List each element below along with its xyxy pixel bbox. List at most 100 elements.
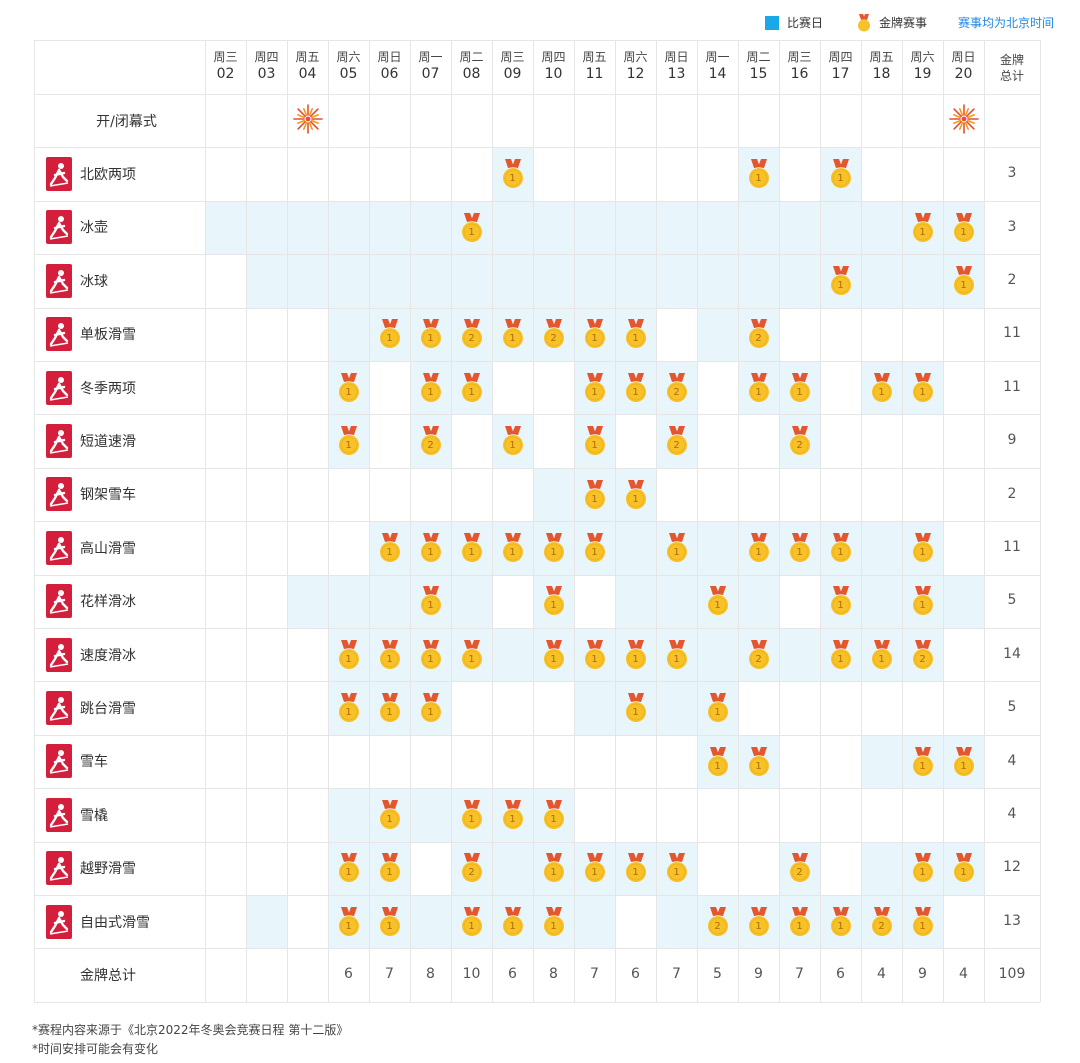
- gold-medal-icon: 1: [828, 532, 854, 563]
- gold-medal-icon: 1: [418, 639, 444, 670]
- competition-day-cell: [656, 895, 697, 949]
- competition-day-cell: [533, 254, 574, 308]
- sport-name: 短道速滑: [80, 434, 136, 451]
- day-weekday: 周四: [254, 50, 279, 64]
- medal-event-count: 1: [673, 867, 680, 879]
- grid-line-horizontal: [34, 307, 1040, 309]
- competition-day-cell: [615, 254, 656, 308]
- medal-event-count: 1: [550, 867, 557, 879]
- day-header: 周日 06: [369, 40, 410, 94]
- gold-medal-icon: 1: [951, 265, 977, 296]
- gold-medal-icon: 1: [664, 639, 690, 670]
- gold-medal-icon: 1: [500, 799, 526, 830]
- sport-medal-total: 11: [1003, 378, 1021, 395]
- medal-event-count: 1: [714, 760, 721, 772]
- gold-medal-icon: 1: [336, 372, 362, 403]
- sport-pictogram-icon: [46, 530, 72, 565]
- competition-day-cell: [246, 200, 287, 255]
- medal-event-count: 1: [550, 653, 557, 665]
- grid-line-horizontal: [34, 200, 1040, 202]
- gold-medal-icon: 1: [828, 586, 854, 616]
- sport-medal-total: 12: [1003, 859, 1021, 876]
- sport-name: 花样滑冰: [80, 594, 136, 611]
- medal-event-count: 1: [345, 386, 352, 398]
- sport-name: 越野滑雪: [80, 861, 136, 878]
- day-header: 周二 15: [738, 40, 779, 94]
- totals-label: 金牌总计: [80, 968, 136, 985]
- footnote-change: *时间安排可能会有变化: [32, 1042, 159, 1056]
- competition-day-cell: [410, 895, 451, 949]
- gold-medal-icon: 1: [623, 639, 649, 670]
- sport-name: 单板滑雪: [80, 327, 136, 344]
- day-header: 周六 19: [902, 40, 943, 94]
- competition-day-cell: [574, 895, 615, 949]
- sport-row-label: 单板滑雪: [34, 308, 205, 361]
- medal-event-count: 1: [632, 707, 639, 719]
- competition-day-cell: [820, 200, 861, 255]
- ceremony-row-label: 开/闭幕式: [34, 94, 205, 147]
- medal-event-count: 1: [960, 226, 967, 238]
- day-date: 19: [913, 66, 932, 82]
- gold-medal-icon: 1: [541, 586, 567, 616]
- day-weekday: 周四: [828, 50, 853, 64]
- ceremony-name: 开/闭幕式: [96, 113, 157, 130]
- grid-line-vertical: [779, 40, 780, 1002]
- medal-event-count: 2: [796, 440, 803, 452]
- grid-line-vertical: [697, 40, 698, 1002]
- totals-row-label: 金牌总计: [34, 948, 205, 1001]
- competition-day-cell: [369, 200, 410, 255]
- gold-medal-icon: 2: [869, 906, 895, 937]
- medal-event-count: 1: [509, 546, 516, 558]
- day-header: 周三 02: [205, 40, 246, 94]
- daily-medal-total: 8: [549, 966, 558, 983]
- gold-medal-icon: 1: [828, 639, 854, 670]
- competition-day-cell: [615, 574, 656, 628]
- gold-medal-icon: 1: [623, 319, 649, 349]
- medal-event-count: 2: [755, 653, 762, 665]
- grid-line-horizontal: [34, 361, 1040, 362]
- day-header: 周四 17: [820, 40, 861, 94]
- medal-event-count: 1: [591, 493, 598, 505]
- medal-event-count: 1: [837, 173, 844, 185]
- day-date: 02: [216, 66, 235, 82]
- sport-medal-total: 2: [1007, 485, 1017, 502]
- medal-event-count: 2: [468, 867, 475, 879]
- gold-medal-icon: 1: [336, 906, 362, 937]
- competition-day-cell: [779, 254, 820, 308]
- competition-day-cell: [615, 200, 656, 255]
- medal-event-count: 1: [427, 653, 434, 665]
- gold-medal-icon: 1: [582, 853, 608, 883]
- gold-medal-icon: 1: [951, 212, 977, 243]
- gold-medal-icon: 1: [746, 159, 772, 189]
- medal-event-count: 1: [960, 760, 967, 772]
- sport-name: 雪橇: [80, 807, 108, 824]
- medal-event-count: 1: [796, 386, 803, 398]
- day-weekday: 周日: [664, 50, 689, 64]
- gold-medal-icon: 1: [459, 639, 485, 670]
- medal-event-count: 1: [427, 386, 434, 398]
- gold-medal-icon: 1: [951, 853, 977, 883]
- medal-event-count: 2: [919, 653, 926, 665]
- gold-medal-icon: 1: [828, 906, 854, 937]
- gold-medal-icon: 1: [623, 479, 649, 510]
- day-header: 周三 09: [492, 40, 533, 94]
- day-weekday: 周二: [746, 50, 771, 64]
- sport-name: 冬季两项: [80, 380, 136, 397]
- day-header: 周日 20: [943, 40, 984, 94]
- competition-day-cell: [779, 200, 820, 255]
- medal-event-count: 1: [714, 707, 721, 719]
- medal-event-count: 1: [919, 546, 926, 558]
- sport-row-label: 短道速滑: [34, 414, 205, 467]
- gold-medal-icon: 2: [664, 372, 690, 403]
- day-date: 06: [380, 66, 399, 82]
- sport-medal-total: 3: [1007, 218, 1017, 235]
- sport-medal-total: 9: [1007, 432, 1017, 449]
- grid-line-vertical: [34, 40, 35, 1002]
- medal-event-count: 1: [919, 600, 926, 612]
- competition-day-cell: [410, 254, 451, 308]
- day-weekday: 周五: [869, 50, 894, 64]
- day-weekday: 周三: [213, 50, 238, 64]
- medal-event-count: 1: [632, 653, 639, 665]
- competition-day-cell: [861, 734, 902, 789]
- sport-name: 高山滑雪: [80, 540, 136, 557]
